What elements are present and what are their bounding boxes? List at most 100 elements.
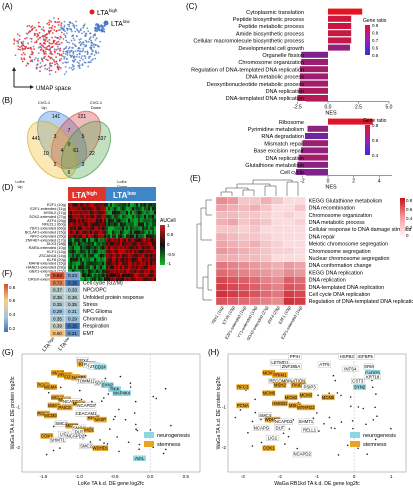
h-point: [371, 386, 374, 389]
pathway-cell: [215, 196, 228, 205]
aucell-cell: [140, 210, 143, 215]
aucell-cell: [150, 206, 153, 211]
g-point-label: NASP: [94, 417, 106, 422]
regulon-row-label: MAFB-extended (15g): [29, 262, 67, 266]
aucell-cell: [130, 238, 133, 243]
umap-cell: [39, 45, 42, 48]
panel-b: (B) CVG-1 Up CVG-1 Down LoKe Up LoKe Dow…: [2, 96, 127, 189]
go-bar: [299, 66, 328, 73]
aucell-cell: [110, 277, 113, 282]
umap-cell: [63, 26, 66, 28]
umap-cell: [18, 38, 21, 41]
aucell-cell: [78, 214, 81, 219]
aucell-cell: [72, 245, 75, 250]
h-legend-swatch: [350, 441, 360, 447]
umap-cell: [77, 49, 80, 52]
aucell-cell: [86, 238, 89, 243]
pathway-cell: [283, 204, 295, 212]
aucell-cell: [136, 273, 139, 278]
umap-cell: [60, 31, 63, 34]
aucell-cell: [96, 222, 99, 227]
umap-cell: [75, 56, 78, 58]
umap-cell: [36, 36, 38, 38]
pathway-cell: [238, 240, 250, 248]
venn-count: 22: [89, 151, 95, 157]
umap-cell: [39, 66, 41, 69]
g-label-box: [78, 427, 94, 433]
g-legend-label: neurogenesis: [157, 433, 190, 439]
aucell-cell: [96, 265, 99, 270]
aucell-cell: [80, 203, 83, 207]
signature-cell-value: 0.39: [53, 324, 62, 329]
h-label-box: [288, 353, 302, 360]
aucell-cell: [130, 234, 133, 239]
aucell-cell: [82, 277, 85, 282]
h-point: [260, 418, 262, 421]
aucell-cell: [118, 245, 121, 250]
umap-scatter: [13, 17, 106, 76]
aucell-cell: [106, 238, 109, 243]
aucell-cell: [132, 269, 135, 274]
aucell-cell: [88, 210, 91, 215]
g-point: [149, 429, 152, 431]
aucell-cell: [118, 277, 121, 282]
aucell-cell: [88, 253, 91, 258]
aucell-cell: [144, 234, 147, 239]
h-label-box: [236, 402, 250, 409]
pathway-cell: [260, 232, 273, 241]
aucell-cell: [154, 206, 157, 211]
aucell-cell: [90, 273, 93, 278]
aucell-cell: [138, 257, 141, 262]
aucell-cell: [94, 238, 97, 243]
kegg-bar: [296, 169, 328, 175]
aucell-cell: [154, 214, 157, 219]
aucell-cell: [72, 218, 75, 223]
aucell-cell: [76, 234, 79, 239]
umap-cell: [60, 58, 63, 60]
umap-cell: [35, 40, 38, 42]
aucell-cell: [140, 206, 143, 211]
g-point-label: SMC4: [55, 421, 68, 426]
h-point-label: PCNA: [237, 403, 249, 408]
umap-cell: [84, 57, 87, 59]
g-point-label: MCM2: [65, 423, 78, 428]
h-point-label: MCM6: [322, 395, 335, 400]
aucell-cell: [122, 238, 125, 243]
aucell-cell: [150, 238, 153, 243]
aucell-cell: [120, 249, 123, 254]
h-point: [330, 427, 333, 429]
go-category-label: Cellular macromolecule biosynthetic proc…: [193, 39, 304, 45]
aucell-cell: [136, 210, 139, 215]
g-point-label: TOMM12: [77, 379, 95, 384]
aucell-cell: [126, 269, 129, 274]
aucell-cell: [116, 261, 119, 266]
aucell-cell: [68, 249, 71, 254]
umap-cell: [14, 54, 17, 57]
f-colorbar: [4, 284, 8, 332]
aucell-cell: [84, 206, 87, 211]
aucell-cell: [126, 222, 129, 227]
pathway-row-label: DNA conformation change: [309, 263, 372, 269]
g-point-label: MCM4: [44, 385, 57, 390]
g-point-label: DUT: [75, 429, 84, 434]
g-point-label: TNIK: [110, 387, 120, 392]
umap-cell: [94, 43, 96, 46]
aucell-cell: [92, 257, 95, 262]
aucell-cell: [90, 203, 93, 207]
aucell-cell: [144, 249, 147, 254]
aucell-cell: [124, 234, 127, 239]
signature-cell-value: 0.37: [53, 288, 62, 293]
h-point: [316, 412, 318, 414]
pathway-cell: [271, 268, 284, 277]
aucell-cell: [84, 218, 87, 223]
aucell-cell: [104, 234, 107, 239]
aucell-cell: [88, 269, 91, 274]
aucell-cell: [92, 277, 95, 282]
aucell-cell: [82, 257, 85, 262]
g-point: [118, 408, 120, 411]
pathway-cell: [227, 240, 239, 248]
aucell-cell: [74, 210, 77, 215]
pathway-cell: [271, 283, 284, 291]
umap-cell: [91, 50, 94, 53]
